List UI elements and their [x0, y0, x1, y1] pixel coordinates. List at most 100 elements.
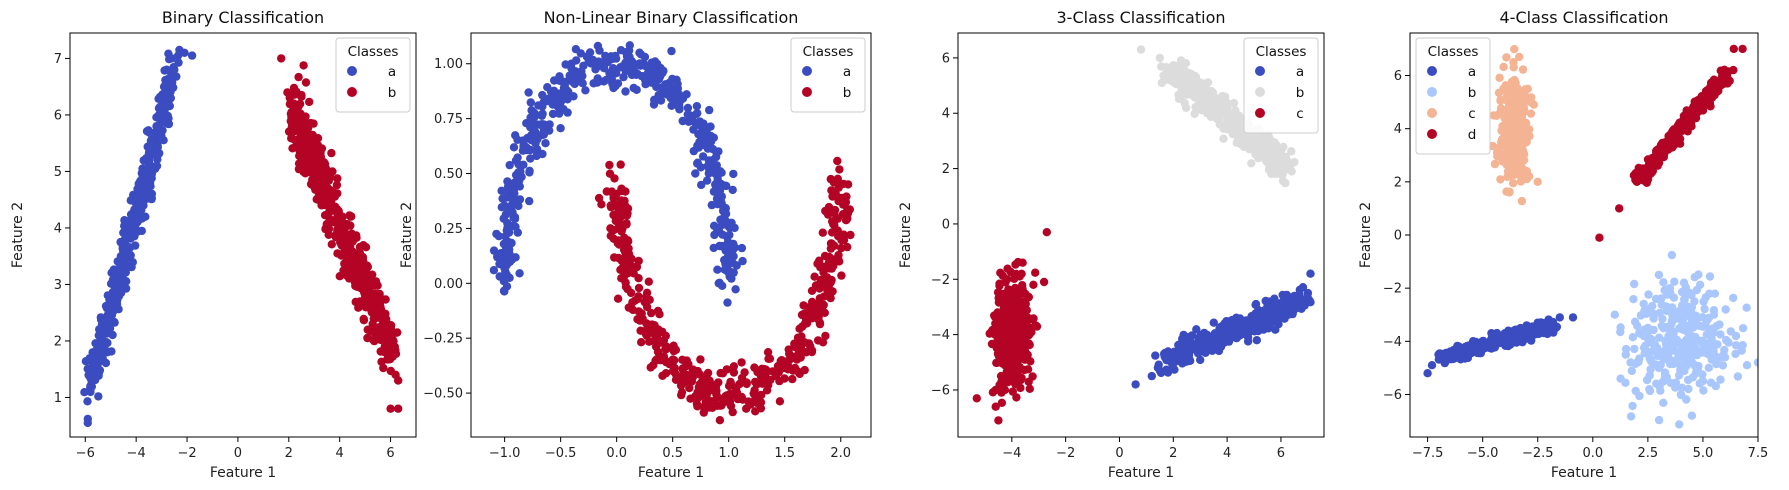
legend-label-c: c — [1468, 106, 1475, 122]
data-point-b — [369, 323, 379, 333]
data-point-c — [1013, 316, 1022, 325]
data-point-b — [737, 373, 747, 383]
data-point-b — [381, 336, 390, 346]
data-point-a — [187, 51, 197, 60]
data-point-a — [556, 124, 565, 133]
data-point-a — [699, 119, 708, 128]
x-tick-label: −2.5 — [1522, 446, 1554, 461]
data-point-b — [621, 278, 630, 287]
data-point-b — [342, 271, 351, 280]
data-point-b — [846, 230, 855, 240]
data-point-b — [715, 416, 725, 425]
data-point-a — [489, 266, 499, 275]
data-point-b — [623, 285, 632, 294]
y-tick-label: 1.00 — [434, 57, 463, 72]
data-point-a — [669, 84, 678, 93]
data-point-a — [515, 269, 524, 278]
data-point-b — [616, 265, 625, 274]
y-tick-label: 2 — [942, 162, 950, 177]
x-tick-label: 5.0 — [1693, 446, 1714, 461]
x-axis-label: Feature 1 — [638, 465, 704, 481]
data-point-b — [653, 306, 663, 316]
data-point-c — [1032, 322, 1042, 331]
data-point-a — [1160, 352, 1169, 361]
data-point-c — [972, 394, 981, 403]
data-point-b — [310, 150, 319, 159]
data-point-a — [709, 133, 718, 142]
data-point-a — [119, 257, 128, 266]
data-point-b — [373, 281, 382, 290]
data-point-b — [1731, 331, 1741, 341]
data-point-b — [1136, 45, 1146, 54]
data-point-a — [691, 169, 700, 178]
x-tick-label: 0 — [234, 446, 242, 461]
data-point-b — [386, 348, 395, 357]
data-point-b — [1681, 336, 1690, 345]
data-point-c — [987, 327, 996, 337]
y-axis-label: Feature 2 — [10, 202, 26, 268]
data-point-b — [1196, 92, 1205, 101]
x-axis-label: Feature 1 — [1108, 465, 1174, 481]
data-point-a — [1263, 305, 1272, 314]
data-point-c — [1011, 369, 1020, 378]
data-point-c — [994, 330, 1003, 339]
data-point-a — [561, 60, 570, 69]
y-tick-label: 6 — [54, 108, 62, 123]
data-point-b — [810, 272, 819, 281]
data-point-b — [642, 302, 652, 312]
data-point-c — [1518, 65, 1528, 74]
x-tick-label: −2 — [1056, 446, 1075, 461]
data-point-b — [619, 206, 629, 215]
x-tick-label: 2.5 — [1638, 446, 1659, 461]
data-point-b — [763, 348, 773, 357]
data-point-a — [529, 108, 539, 117]
data-point-b — [1654, 363, 1664, 373]
data-point-a — [576, 49, 585, 58]
data-point-a — [1306, 269, 1315, 278]
data-point-b — [833, 174, 842, 183]
data-point-a — [1467, 342, 1476, 351]
data-point-a — [713, 265, 722, 274]
data-point-c — [1518, 88, 1528, 97]
data-point-d — [1738, 44, 1747, 54]
data-point-b — [807, 347, 817, 357]
data-point-c — [1028, 372, 1037, 381]
data-point-a — [1196, 341, 1205, 350]
data-point-a — [1568, 313, 1578, 322]
data-point-b — [1654, 270, 1664, 280]
data-point-b — [1209, 100, 1218, 110]
data-point-b — [1677, 287, 1687, 297]
data-point-b — [668, 366, 678, 376]
data-point-b — [724, 381, 734, 391]
data-point-b — [1215, 120, 1225, 129]
legend-marker-b — [1427, 87, 1437, 97]
data-point-a — [1169, 358, 1178, 367]
data-point-b — [610, 174, 619, 183]
data-point-a — [656, 89, 666, 99]
data-point-a — [83, 414, 93, 424]
data-point-b — [1179, 59, 1188, 69]
data-point-a — [514, 201, 523, 211]
data-point-b — [1667, 316, 1677, 325]
data-point-b — [725, 397, 735, 406]
data-point-b — [1616, 327, 1625, 337]
data-point-a — [706, 161, 716, 171]
data-point-b — [377, 310, 386, 319]
data-point-a — [593, 41, 603, 51]
data-point-b — [658, 371, 667, 380]
data-point-a — [1271, 325, 1280, 334]
data-point-c — [1498, 134, 1507, 144]
data-point-a — [702, 126, 711, 135]
data-point-a — [1555, 313, 1565, 322]
data-point-b — [1629, 295, 1638, 304]
data-point-b — [332, 205, 342, 214]
y-tick-label: 3 — [54, 278, 62, 293]
data-point-b — [1706, 378, 1716, 387]
data-point-b — [642, 326, 651, 335]
data-point-a — [621, 87, 630, 96]
data-point-b — [620, 253, 629, 263]
data-points — [489, 41, 855, 425]
data-point-b — [371, 314, 380, 323]
data-point-b — [628, 305, 638, 315]
data-point-b — [722, 365, 731, 374]
